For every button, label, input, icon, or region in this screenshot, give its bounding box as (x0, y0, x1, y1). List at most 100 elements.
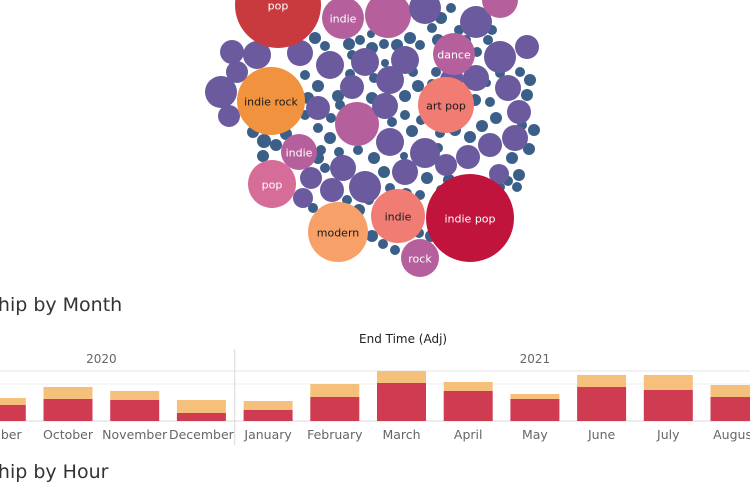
genre-bubble-label: indie rock (244, 96, 298, 109)
genre-bubble-rock (401, 239, 439, 277)
genre-bubble (484, 41, 516, 73)
year-label: 2020 (86, 352, 117, 366)
month-tick-label: July (656, 427, 680, 442)
small-genre-bubble (257, 150, 269, 162)
bar-segment-primary[interactable] (510, 399, 560, 421)
bar-segment-primary[interactable] (176, 413, 226, 421)
small-genre-bubble (524, 74, 536, 86)
listenership-by-hour-title: ship by Hour (0, 461, 109, 483)
small-genre-bubble (515, 67, 525, 77)
month-tick-label: January (243, 427, 292, 442)
month-tick-label: November (102, 427, 168, 442)
genre-bubble-label: art pop (426, 100, 466, 113)
genre-bubble-label: modern (317, 227, 360, 240)
bar-segment-primary[interactable] (310, 397, 360, 421)
genre-bubble-dance (433, 33, 475, 75)
small-genre-bubble (399, 90, 411, 102)
month-tick-label: August (713, 427, 750, 442)
bar-segment-secondary[interactable] (43, 387, 93, 399)
bar-segment-primary[interactable] (443, 391, 493, 421)
genre-bubble (482, 0, 518, 18)
genre-bubble (502, 125, 528, 151)
small-genre-bubble (257, 134, 271, 148)
bar-segment-secondary[interactable] (443, 382, 493, 391)
small-genre-bubble (378, 166, 390, 178)
genre-bubble (306, 96, 330, 120)
genre-bubble (320, 178, 344, 202)
small-genre-bubble (381, 59, 389, 67)
bar-segment-secondary[interactable] (510, 394, 560, 399)
small-genre-bubble (523, 143, 535, 155)
genre-bubble (391, 46, 419, 74)
year-label: 2021 (520, 352, 551, 366)
bar-segment-secondary[interactable] (243, 401, 293, 410)
small-genre-bubble (300, 70, 310, 80)
bar-segment-secondary[interactable] (176, 400, 226, 413)
bar-segment-secondary[interactable] (0, 398, 26, 405)
genre-bubble-indie (281, 134, 317, 170)
genre-bubble (226, 61, 248, 83)
genre-bubble-label: pop (262, 179, 283, 192)
small-genre-bubble (312, 80, 324, 92)
genre-bubble (376, 128, 404, 156)
bar-segment-secondary[interactable] (643, 375, 693, 390)
genre-bubble (287, 40, 313, 66)
month-tick-label: April (454, 427, 483, 442)
genre-bubble (300, 167, 322, 189)
genre-bubble-label: rock (408, 253, 432, 266)
genre-bubble-label: indie pop (444, 213, 495, 226)
month-tick-label: June (587, 427, 616, 442)
small-genre-bubble (355, 35, 365, 45)
bar-segment-primary[interactable] (110, 400, 160, 421)
bar-segment-secondary[interactable] (710, 385, 750, 397)
genre-bubble-modern (308, 202, 368, 262)
small-genre-bubble (387, 117, 397, 127)
genre-bubble (372, 93, 398, 119)
genre-bubble (293, 188, 313, 208)
bar-segment-primary[interactable] (0, 405, 26, 421)
bar-segment-primary[interactable] (710, 397, 750, 421)
genre-bubble-chart: pop indie dance indie rock art pop indie pop in… (205, 0, 540, 277)
small-genre-bubble (476, 120, 488, 132)
small-genre-bubble (512, 182, 522, 192)
small-genre-bubble (316, 145, 326, 155)
bar-segment-secondary[interactable] (110, 391, 160, 400)
bar-segment-primary[interactable] (243, 410, 293, 421)
small-genre-bubble (334, 147, 344, 157)
small-genre-bubble (320, 163, 330, 173)
small-genre-bubble (378, 239, 388, 249)
bar-segment-secondary[interactable] (377, 371, 426, 383)
genre-bubble (340, 75, 364, 99)
small-genre-bubble (343, 38, 355, 50)
bar-segment-primary[interactable] (377, 383, 426, 421)
small-genre-bubble (326, 113, 336, 123)
genre-bubble (243, 41, 271, 69)
small-genre-bubble (400, 152, 408, 160)
bar-segment-primary[interactable] (643, 390, 693, 421)
genre-bubble-label: indie (330, 13, 357, 26)
bar-segment-primary[interactable] (577, 387, 627, 421)
small-genre-bubble (412, 80, 424, 92)
bar-segment-secondary[interactable] (310, 384, 360, 397)
genre-bubble-indie-rock (237, 67, 305, 135)
genre-bubble-label: dance (437, 49, 471, 62)
x-axis-title: End Time (Adj) (359, 332, 448, 346)
small-genre-bubble (490, 112, 502, 124)
small-genre-bubble (309, 32, 321, 44)
small-genre-bubble (446, 3, 456, 13)
bar-segment-secondary[interactable] (577, 375, 627, 387)
genre-bubble-pop (235, 0, 321, 48)
genre-bubble (205, 76, 237, 108)
genre-bubble (218, 105, 240, 127)
small-genre-bubble (421, 172, 433, 184)
genre-bubble (463, 65, 489, 91)
genre-bubble (392, 159, 418, 185)
small-genre-bubble (342, 195, 352, 205)
bar-segment-primary[interactable] (43, 399, 93, 421)
small-genre-bubble (332, 90, 344, 102)
month-tick-label: ember (0, 427, 22, 442)
genre-bubble (349, 171, 381, 203)
genre-bubble-indie-pop (426, 174, 514, 262)
month-tick-label: February (307, 427, 363, 442)
